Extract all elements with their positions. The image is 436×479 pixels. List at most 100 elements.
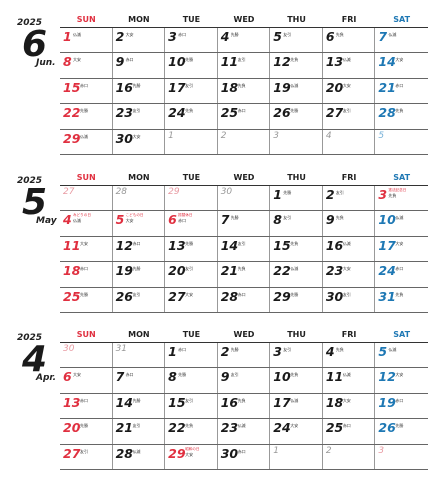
day-cell: 3 <box>375 445 428 469</box>
rokuyo-label: 友引 <box>342 108 351 114</box>
weekday-header: SUN MON TUE WED THU FRI SAT <box>60 13 428 28</box>
day-cell: 2 <box>323 444 376 469</box>
day-number: 29 <box>168 445 186 461</box>
day-number: 1 <box>168 344 177 359</box>
day-cell: 6 振替休日 赤口 <box>165 211 218 236</box>
rokuyo-label: 友引 <box>230 372 239 378</box>
weekday-label: MON <box>128 173 150 182</box>
day-number: 24 <box>168 105 186 121</box>
day-number: 16 <box>115 79 133 95</box>
day-number: 5 <box>378 130 385 141</box>
day-cell: 2 友引 <box>323 186 376 211</box>
month-grid: SUN MON TUE WED THU FRI SAT 27 28 29 30 1 先勝 2 友引 3 憲法記念… <box>60 171 428 313</box>
rokuyo-label: 友引 <box>80 448 88 454</box>
day-cell: 23 仏滅 <box>218 419 271 444</box>
day-number: 21 <box>378 79 396 95</box>
day-number: 20 <box>325 79 344 95</box>
day-cell: 16 先負 <box>218 393 271 419</box>
day-number: 28 <box>378 105 396 121</box>
rokuyo-label: 友引 <box>185 266 194 272</box>
day-number: 20 <box>63 420 81 436</box>
day-number: 21 <box>115 420 133 436</box>
rokuyo-label: 友引 <box>283 215 292 221</box>
rokuyo-label: 先勝 <box>230 347 239 352</box>
day-cell: 17 大安 <box>375 237 428 261</box>
day-number: 25 <box>220 105 239 121</box>
day-cell: 22 先負 <box>165 419 218 444</box>
weekday-label: SAT <box>393 173 411 182</box>
rokuyo-label: 仏滅 <box>237 423 246 429</box>
month-label-block: 2025 5 May <box>0 171 60 291</box>
day-number: 6 <box>168 212 177 228</box>
day-cell: 19 先勝 <box>113 262 166 287</box>
rokuyo-label: 仏滅 <box>395 215 404 221</box>
day-number: 8 <box>168 369 177 385</box>
day-number: 1 <box>273 187 282 202</box>
day-number: 3 <box>273 344 282 359</box>
day-number: 5 <box>378 344 388 359</box>
week-row: 30 31 1 赤口 2 先勝 3 友引 4 先負 5 仏滅 <box>60 343 428 369</box>
day-cell: 24 大安 <box>270 419 323 444</box>
rokuyo-label: 先負 <box>335 215 344 221</box>
day-cell: 24 赤口 <box>375 262 428 286</box>
rokuyo-label: 先勝 <box>132 82 141 88</box>
rokuyo-label: 大安 <box>290 423 299 429</box>
day-cell: 15 赤口 <box>60 78 113 104</box>
day-number: 12 <box>378 369 396 385</box>
day-number: 25 <box>63 288 81 304</box>
day-number: 30 <box>220 445 239 461</box>
month-name: Jun. <box>36 58 56 68</box>
rokuyo-label: 友引 <box>237 240 246 246</box>
day-cell: 23 大安 <box>323 262 376 287</box>
day-number: 2 <box>115 29 125 44</box>
day-cell: 16 仏滅 <box>323 236 376 262</box>
rokuyo-label: 先勝 <box>132 266 141 272</box>
day-cell: 16 先勝 <box>113 78 166 104</box>
day-number: 30 <box>115 130 133 146</box>
rokuyo-label: 友引 <box>283 347 292 352</box>
weekday-label: WED <box>233 173 255 182</box>
holiday-name: こどもの日 <box>125 213 144 218</box>
rokuyo-label: 先負 <box>237 82 246 88</box>
day-number: 31 <box>378 288 396 304</box>
rokuyo-label: 先勝 <box>80 108 88 114</box>
day-number: 5 <box>115 212 125 228</box>
rokuyo-label: 友引 <box>237 57 246 63</box>
day-number: 4 <box>63 212 72 228</box>
day-number: 31 <box>115 344 128 354</box>
month-number: 5 <box>22 182 48 223</box>
day-cell: 14 先勝 <box>113 393 166 419</box>
month-label-block: 2025 6 Jun. <box>0 13 60 133</box>
day-cell: 4 みどりの日 仏滅 <box>60 211 113 236</box>
day-number: 19 <box>378 394 396 410</box>
weekday-label: SAT <box>393 15 411 24</box>
day-number: 23 <box>115 105 133 121</box>
day-number: 28 <box>115 445 133 461</box>
day-cell: 27 友引 <box>60 444 113 469</box>
day-number: 13 <box>325 54 344 70</box>
day-number: 10 <box>378 212 396 228</box>
rokuyo-label: 大安 <box>73 57 81 63</box>
rokuyo-label: 大安 <box>395 240 404 246</box>
day-cell: 28 <box>113 186 166 211</box>
day-number: 9 <box>115 54 125 70</box>
day-number: 22 <box>273 263 291 279</box>
week-row: 11 大安 12 赤口 13 先勝 14 友引 15 先負 16 仏滅 17 大安 <box>60 236 428 263</box>
weekday-label: FRI <box>341 173 357 182</box>
day-number: 4 <box>325 130 332 141</box>
day-cell: 18 大安 <box>323 393 376 419</box>
day-number: 2 <box>325 445 332 456</box>
weekday-label: SAT <box>393 330 411 339</box>
rokuyo-label: 大安 <box>185 291 194 297</box>
day-cell: 11 大安 <box>60 236 113 262</box>
rokuyo-label: 大安 <box>395 372 404 378</box>
rokuyo-label: 仏滅 <box>342 372 351 378</box>
week-row: 20 先勝 21 友引 22 先負 23 仏滅 24 大安 25 赤口 26 先勝 <box>60 419 428 445</box>
day-cell: 6 大安 <box>60 368 113 393</box>
day-cell: 26 先勝 <box>375 419 428 443</box>
day-cell: 10 仏滅 <box>375 211 428 235</box>
rokuyo-label: 大安 <box>132 133 141 139</box>
day-number: 8 <box>63 54 72 70</box>
day-number: 18 <box>63 263 81 279</box>
day-number: 27 <box>325 105 344 121</box>
